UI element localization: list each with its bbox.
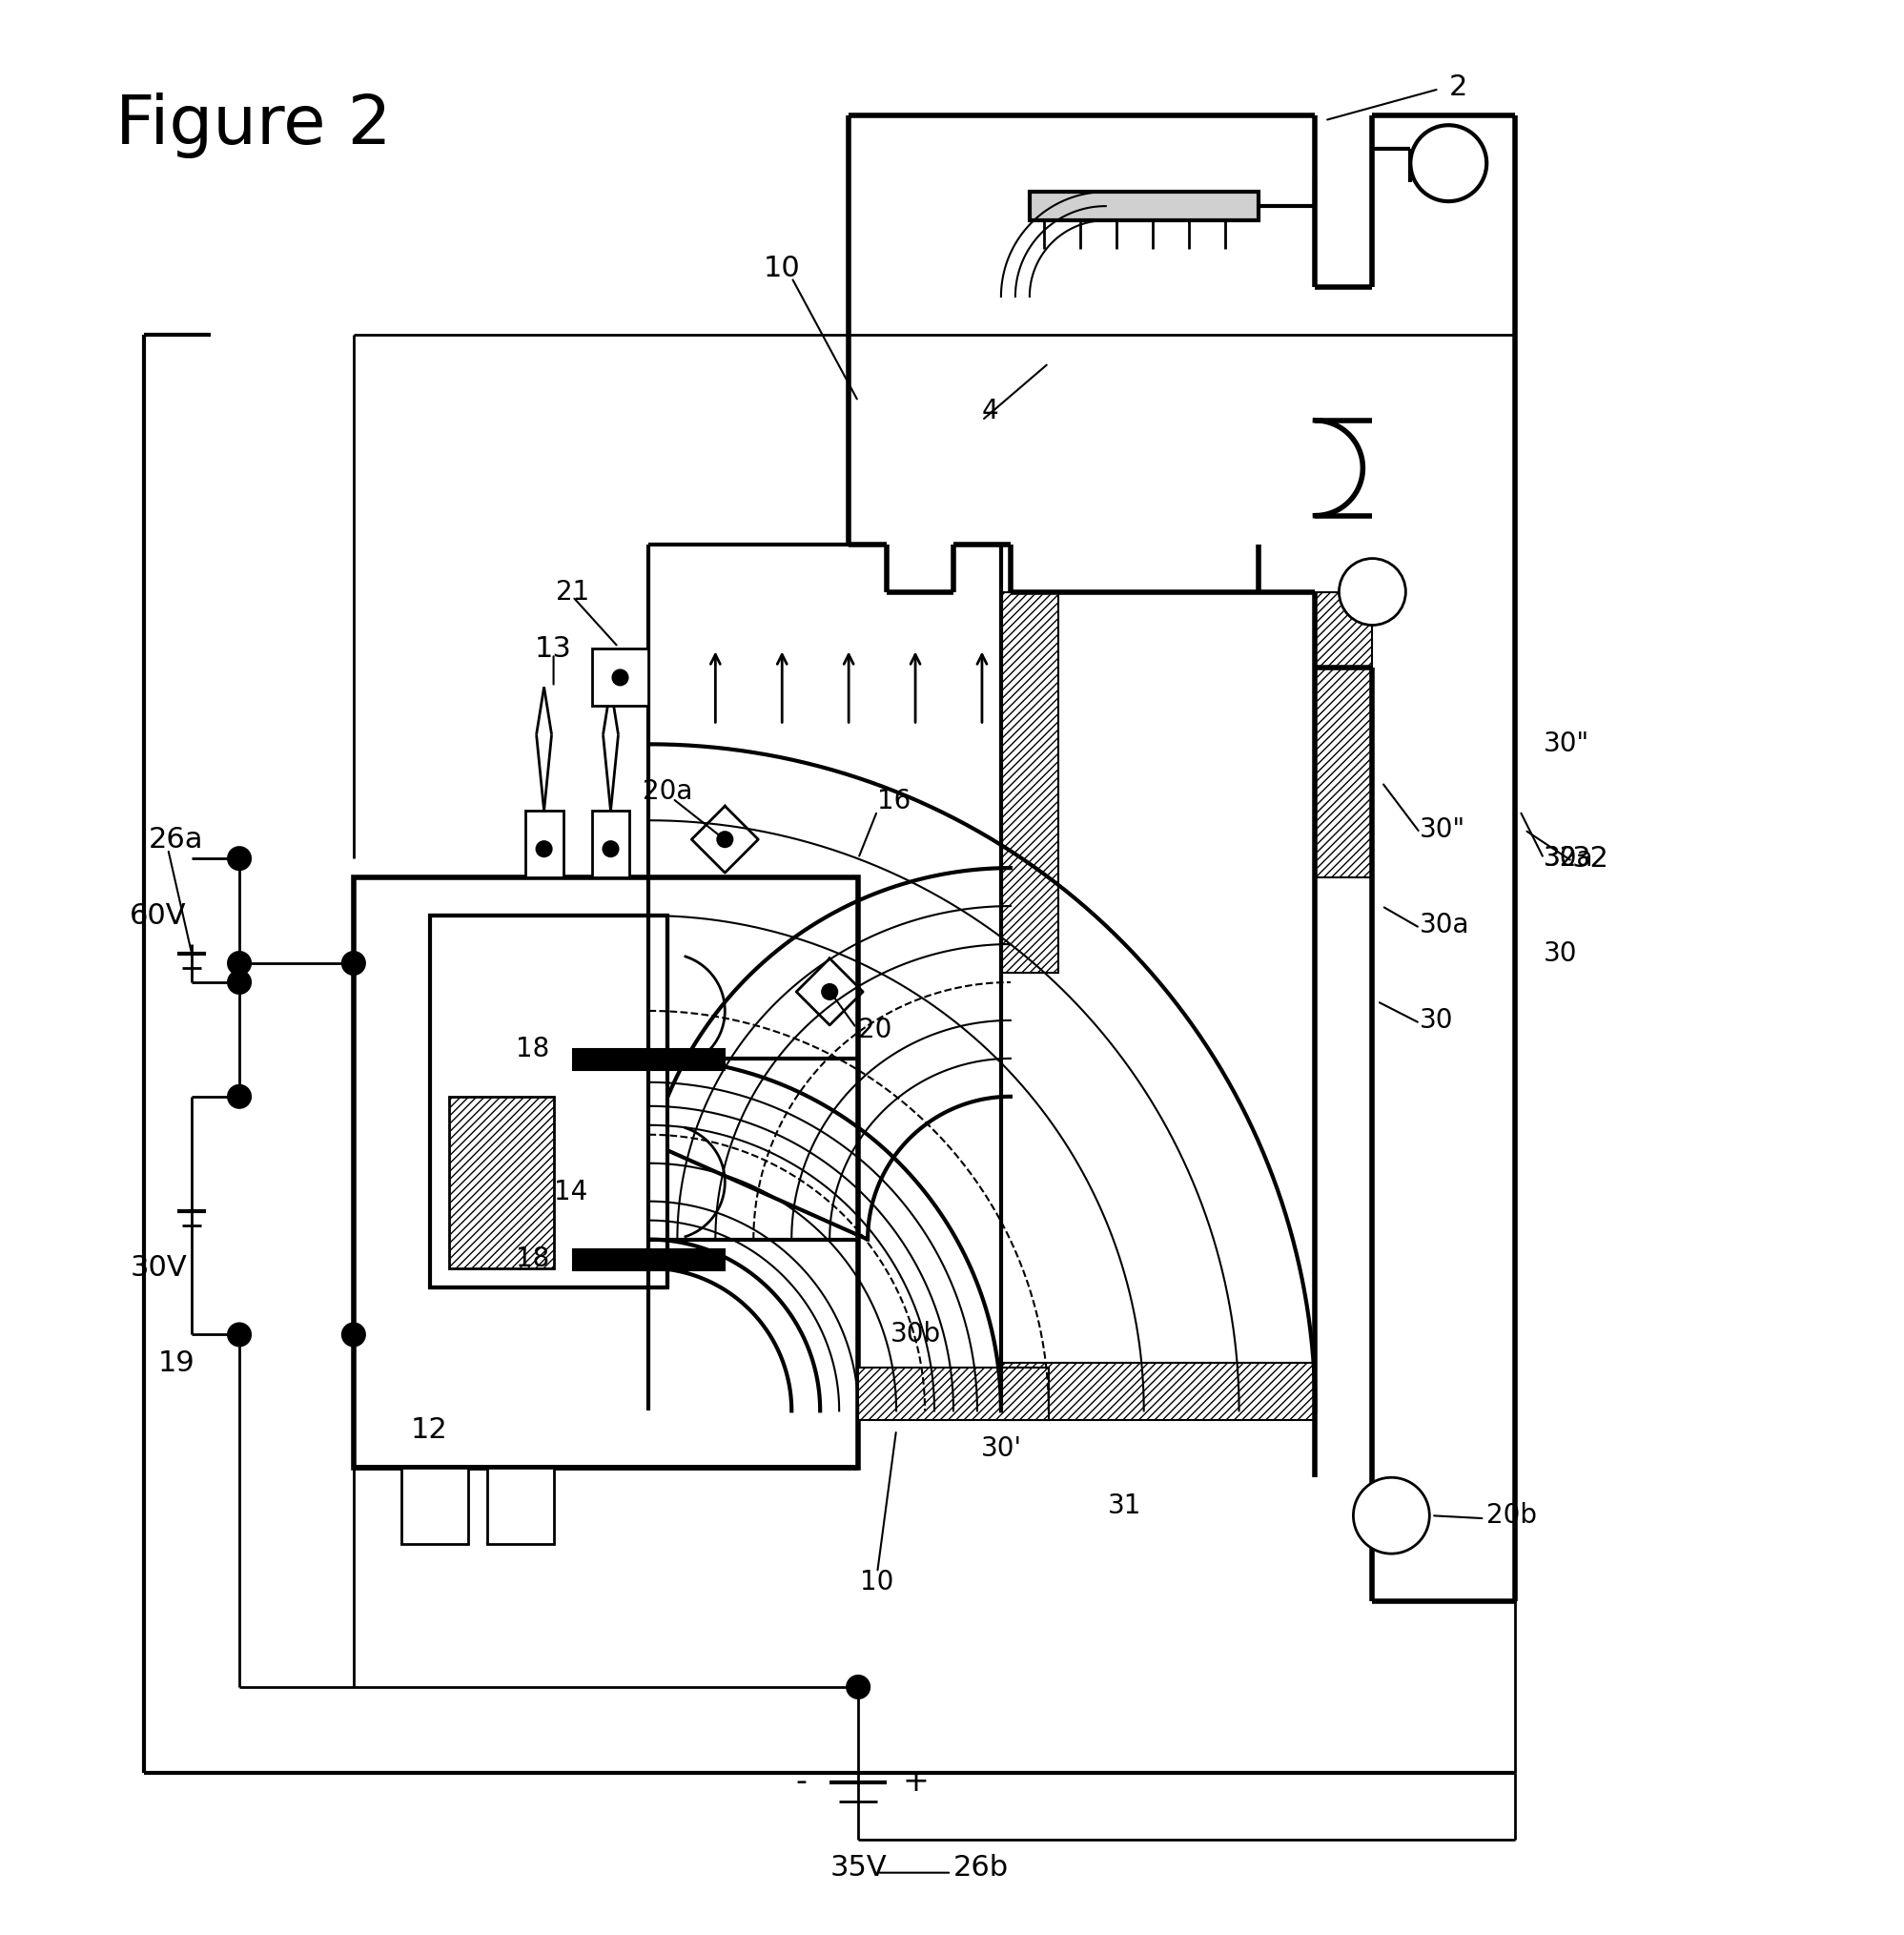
Text: 2: 2: [1449, 74, 1468, 101]
Text: 26a: 26a: [149, 826, 204, 853]
Text: 31: 31: [1108, 1492, 1142, 1519]
Bar: [1002, 1362, 1316, 1420]
Text: 14: 14: [554, 1178, 586, 1206]
Bar: [592, 648, 649, 706]
Circle shape: [537, 842, 552, 857]
Circle shape: [343, 1324, 366, 1347]
Text: 10: 10: [861, 1569, 895, 1596]
Text: 4: 4: [982, 397, 1000, 424]
Text: 12: 12: [411, 1416, 447, 1444]
Circle shape: [228, 1324, 251, 1347]
Circle shape: [1411, 126, 1487, 201]
Bar: [1002, 592, 1059, 973]
Bar: [449, 1097, 554, 1267]
Text: +: +: [902, 1767, 929, 1798]
Circle shape: [228, 848, 251, 871]
Text: 21: 21: [556, 579, 590, 606]
Bar: [1030, 192, 1259, 221]
Text: 30": 30": [1544, 731, 1590, 757]
Text: 18: 18: [516, 1244, 548, 1271]
Bar: [354, 877, 859, 1469]
Circle shape: [718, 832, 733, 848]
Text: 30a: 30a: [1544, 846, 1594, 873]
Bar: [859, 1368, 1049, 1420]
Text: 30b: 30b: [889, 1322, 941, 1349]
Text: 20a: 20a: [644, 778, 693, 805]
Text: 26b: 26b: [954, 1854, 1009, 1881]
Text: 20: 20: [859, 1016, 891, 1043]
Bar: [402, 1469, 468, 1544]
Text: 32: 32: [1544, 846, 1577, 873]
Circle shape: [228, 952, 251, 975]
Bar: [573, 1248, 725, 1269]
Bar: [430, 915, 668, 1287]
Circle shape: [604, 842, 619, 857]
Text: 30a: 30a: [1420, 911, 1470, 938]
Text: 30: 30: [1420, 1006, 1455, 1033]
Bar: [526, 811, 564, 877]
Circle shape: [343, 952, 366, 975]
Text: 30: 30: [1544, 940, 1578, 968]
Text: Figure 2: Figure 2: [116, 93, 392, 159]
Text: 30': 30': [981, 1436, 1022, 1463]
Text: 13: 13: [535, 635, 571, 664]
Text: 35V: 35V: [830, 1854, 887, 1881]
Bar: [487, 1469, 554, 1544]
Text: 60V: 60V: [129, 902, 187, 929]
Bar: [1316, 592, 1373, 877]
Circle shape: [228, 971, 251, 995]
Bar: [592, 811, 630, 877]
Circle shape: [823, 985, 838, 998]
Circle shape: [228, 1086, 251, 1109]
Text: 20b: 20b: [1487, 1502, 1537, 1529]
Bar: [573, 1049, 725, 1070]
Circle shape: [1354, 1478, 1430, 1554]
Circle shape: [1339, 559, 1405, 625]
Text: 16: 16: [878, 788, 910, 815]
Text: 18: 18: [516, 1035, 548, 1062]
Circle shape: [613, 670, 628, 685]
Text: 32: 32: [1573, 846, 1609, 873]
Text: 10: 10: [764, 253, 800, 283]
Circle shape: [847, 1676, 870, 1699]
Text: -: -: [796, 1767, 807, 1798]
Text: 30V: 30V: [129, 1254, 187, 1281]
Text: 19: 19: [158, 1349, 196, 1378]
Text: 30": 30": [1420, 817, 1466, 844]
